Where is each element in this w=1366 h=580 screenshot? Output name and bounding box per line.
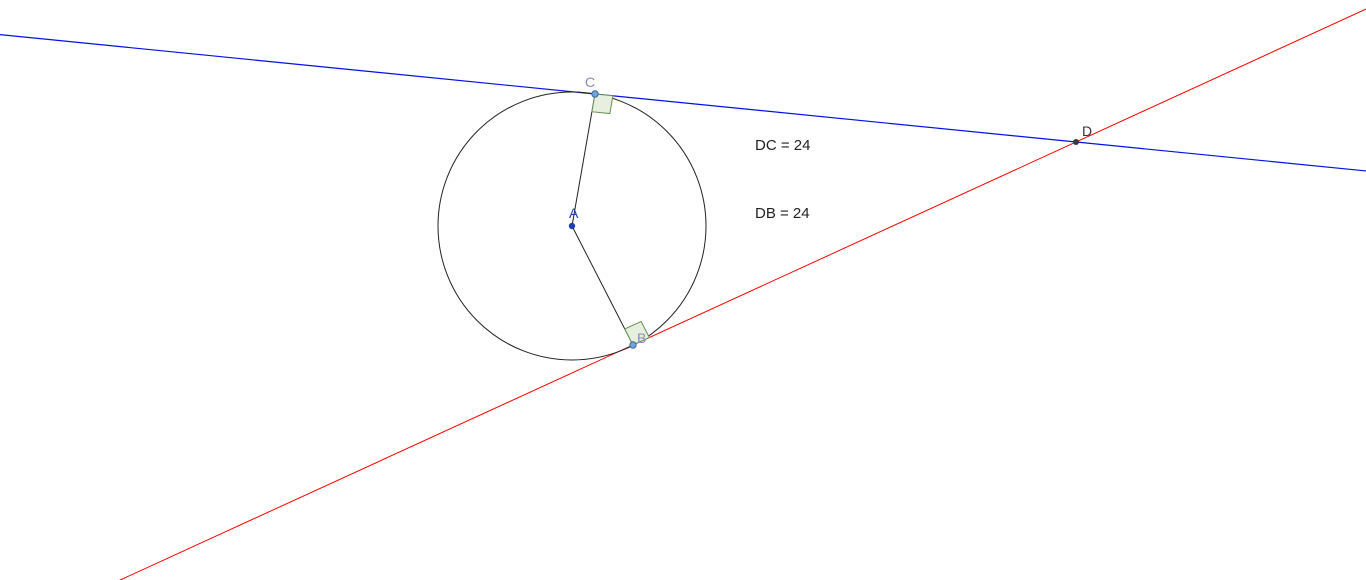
point-c[interactable] [592, 91, 598, 97]
point-d[interactable] [1073, 139, 1079, 145]
label-point-a: A [569, 205, 579, 221]
point-a[interactable] [569, 223, 575, 229]
geometry-canvas: A B C D DC = 24 DB = 24 [0, 0, 1366, 580]
label-point-b: B [637, 330, 646, 346]
label-point-d: D [1082, 123, 1092, 139]
point-b[interactable] [630, 342, 636, 348]
radius-ab [572, 226, 633, 345]
measurement-db: DB = 24 [755, 205, 810, 222]
label-point-c: C [585, 74, 595, 90]
measurement-dc: DC = 24 [755, 137, 810, 154]
line-cd [0, 0, 1366, 341]
line-bd [0, 0, 1366, 580]
